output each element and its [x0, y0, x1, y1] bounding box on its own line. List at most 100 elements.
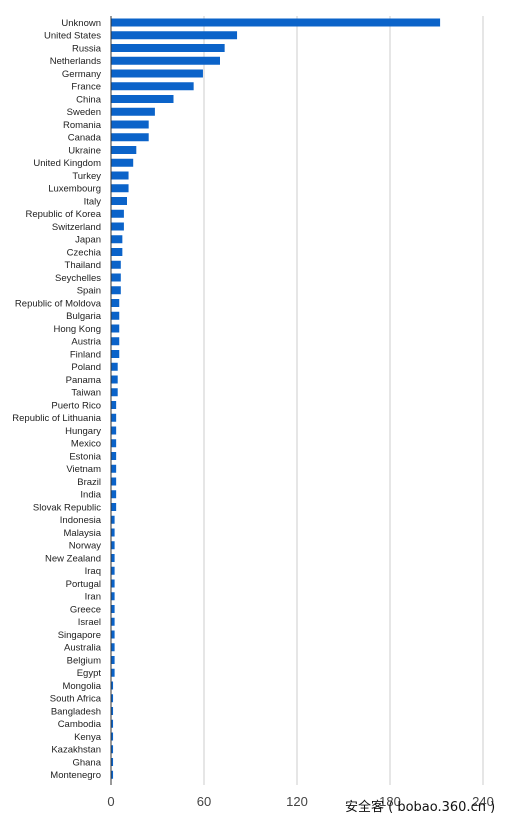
category-label: Bulgaria — [66, 311, 102, 322]
category-label: China — [76, 94, 102, 105]
bar — [111, 541, 115, 550]
bar — [111, 656, 115, 664]
bar — [111, 44, 225, 52]
bar — [111, 515, 115, 524]
bar — [111, 630, 115, 639]
category-label: Indonesia — [60, 515, 102, 526]
category-label: Cambodia — [58, 719, 102, 730]
category-label: Belgium — [67, 655, 101, 666]
bar — [111, 426, 117, 435]
x-tick-labels: 0 60 120 180 240 — [107, 794, 493, 809]
bar — [111, 375, 118, 384]
category-label: United Kingdom — [33, 158, 101, 169]
category-label: Iraq — [85, 566, 101, 577]
category-label: Spain — [77, 286, 101, 297]
category-label: Republic of Moldova — [15, 298, 102, 309]
category-label: France — [71, 82, 101, 93]
category-label: Vietnam — [66, 464, 101, 475]
bar — [111, 158, 134, 167]
category-label: Hungary — [65, 426, 101, 437]
bar — [111, 388, 118, 397]
bar — [111, 401, 117, 409]
bar — [111, 311, 120, 320]
bar — [111, 299, 120, 307]
category-label: Kenya — [74, 732, 102, 743]
x-tick-label: 60 — [197, 794, 211, 809]
category-label: United States — [44, 31, 101, 42]
category-label: New Zealand — [45, 553, 101, 564]
bar — [111, 31, 238, 40]
bar — [111, 503, 117, 511]
bar — [111, 260, 121, 269]
category-label: Hong Kong — [53, 324, 101, 335]
category-label: Seychelles — [55, 273, 101, 284]
category-label: Mexico — [71, 439, 101, 450]
bar — [111, 694, 114, 703]
category-label: Unknown — [61, 18, 101, 29]
category-label: Australia — [64, 643, 102, 654]
category-label: Republic of Lithuania — [12, 413, 101, 424]
x-tick-label: 240 — [472, 794, 494, 809]
bar — [111, 82, 194, 91]
x-tick-label: 120 — [286, 794, 308, 809]
category-label: Sweden — [67, 107, 101, 118]
category-label: Russia — [72, 43, 102, 54]
category-label: Puerto Rico — [51, 400, 101, 411]
category-label: Norway — [69, 541, 101, 552]
bar — [111, 209, 124, 218]
x-tick-label: 0 — [107, 794, 114, 809]
category-label: Bangladesh — [51, 706, 101, 717]
bars — [111, 18, 441, 779]
bar — [111, 286, 121, 295]
category-label: Brazil — [77, 477, 101, 488]
bar — [111, 770, 114, 779]
category-label: Italy — [84, 196, 102, 207]
category-label: Kazakhstan — [51, 745, 101, 756]
category-label: Malaysia — [64, 528, 102, 539]
bar — [111, 758, 114, 766]
category-label: Romania — [63, 120, 102, 131]
category-label: Turkey — [72, 171, 101, 182]
bar — [111, 56, 220, 65]
bar — [111, 681, 114, 690]
category-label: Canada — [68, 133, 102, 144]
category-label: Singapore — [58, 630, 101, 641]
bar — [111, 273, 121, 282]
bar — [111, 69, 203, 78]
watermark: 安全客 ( bobao.360.cn ) — [345, 799, 495, 815]
bar — [111, 477, 117, 486]
bar — [111, 413, 117, 422]
category-label: Greece — [70, 604, 101, 615]
bar — [111, 95, 174, 103]
category-label: Slovak Republic — [33, 502, 101, 513]
category-label: South Africa — [50, 694, 102, 705]
bar — [111, 171, 129, 180]
bar — [111, 120, 149, 129]
category-label: Finland — [70, 349, 101, 360]
bar — [111, 350, 120, 358]
bar — [111, 439, 117, 448]
category-label: Taiwan — [71, 388, 101, 399]
category-label: Portugal — [66, 579, 101, 590]
bar — [111, 337, 120, 346]
category-label: Thailand — [65, 260, 101, 271]
bar — [111, 732, 114, 741]
category-label: Estonia — [69, 451, 101, 462]
bar — [111, 222, 124, 231]
category-label: Montenegro — [50, 770, 101, 781]
bar — [111, 592, 115, 601]
category-label: Republic of Korea — [25, 209, 101, 220]
bar — [111, 617, 115, 626]
category-label: Ghana — [72, 757, 101, 768]
bar — [111, 184, 129, 193]
bar — [111, 579, 115, 588]
category-label: Mongolia — [62, 681, 101, 692]
x-tick-label: 180 — [379, 794, 401, 809]
bar — [111, 18, 441, 27]
bar — [111, 133, 149, 142]
category-label: Iran — [85, 592, 101, 603]
category-label: Poland — [71, 362, 101, 373]
grid-lines — [110, 16, 484, 785]
